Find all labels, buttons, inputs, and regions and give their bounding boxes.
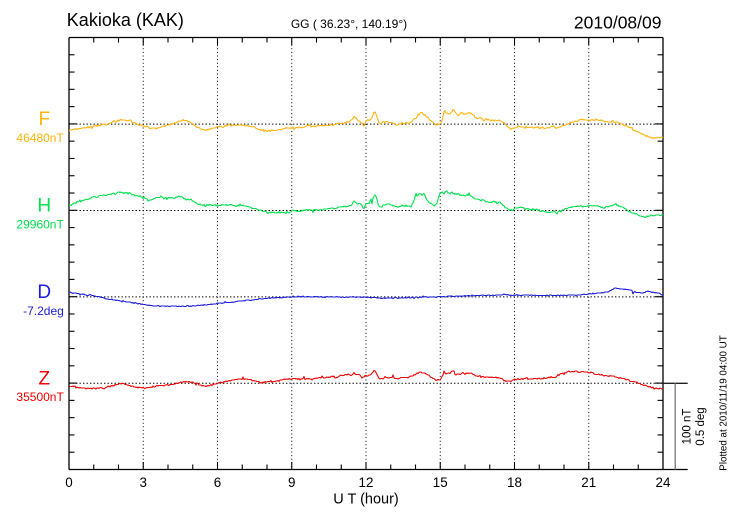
svg-text:9: 9 xyxy=(288,475,295,490)
svg-text:H: H xyxy=(37,196,51,217)
svg-text:Z: Z xyxy=(38,368,50,389)
svg-text:24: 24 xyxy=(656,475,671,490)
svg-text:2010/08/09: 2010/08/09 xyxy=(574,13,662,33)
svg-text:-7.2deg: -7.2deg xyxy=(23,304,64,318)
svg-text:0: 0 xyxy=(65,475,72,490)
svg-text:D: D xyxy=(37,282,51,303)
svg-text:0.5 deg: 0.5 deg xyxy=(695,407,707,445)
svg-text:Kakioka (KAK): Kakioka (KAK) xyxy=(67,10,184,30)
svg-text:46480nT: 46480nT xyxy=(16,131,64,145)
svg-text:6: 6 xyxy=(214,475,221,490)
svg-text:29960nT: 29960nT xyxy=(16,217,64,231)
svg-text:F: F xyxy=(38,109,50,130)
svg-text:GG ( 36.23°, 140.19°): GG ( 36.23°, 140.19°) xyxy=(291,17,407,31)
svg-text:21: 21 xyxy=(581,475,596,490)
svg-text:U T (hour): U T (hour) xyxy=(333,492,399,508)
svg-text:Plotted at 2010/11/19 04:00 UT: Plotted at 2010/11/19 04:00 UT xyxy=(719,335,730,470)
svg-text:15: 15 xyxy=(433,475,448,490)
svg-text:12: 12 xyxy=(359,475,374,490)
svg-text:100 nT: 100 nT xyxy=(682,409,694,445)
svg-text:35500nT: 35500nT xyxy=(16,390,64,404)
svg-text:18: 18 xyxy=(507,475,522,490)
svg-text:3: 3 xyxy=(140,475,147,490)
